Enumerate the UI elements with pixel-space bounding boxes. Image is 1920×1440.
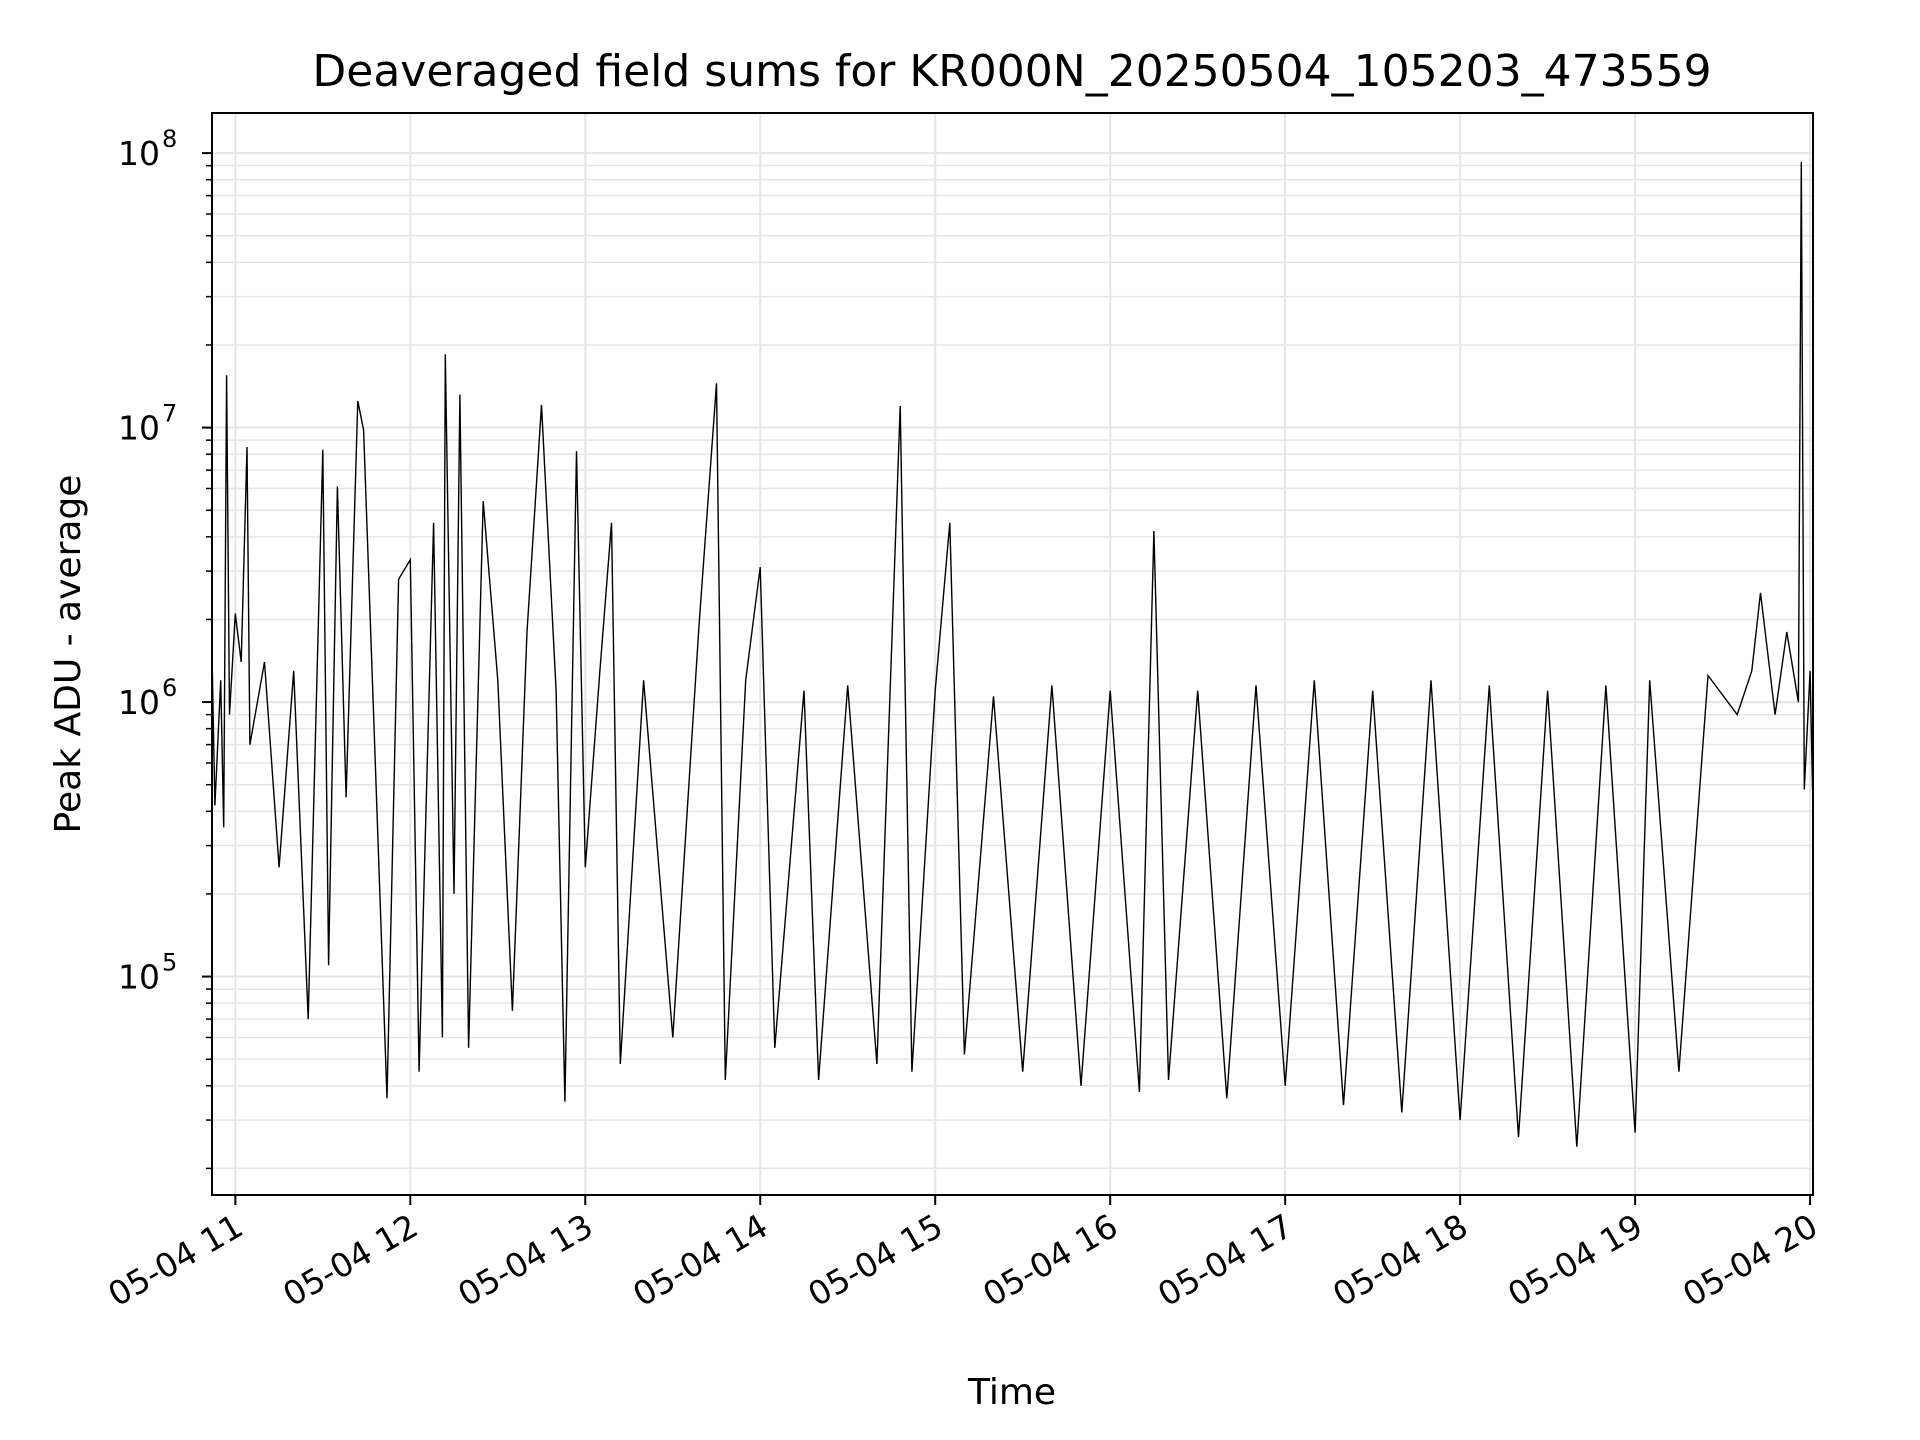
x-axis-label: Time xyxy=(967,1372,1056,1413)
y-tick-label: 10 xyxy=(118,683,160,722)
y-tick-exponent: 5 xyxy=(162,949,177,977)
major-grid xyxy=(212,113,1813,1195)
series-layer xyxy=(212,161,1813,1147)
y-tick-label: 10 xyxy=(118,409,160,448)
plot-area xyxy=(212,113,1813,1195)
y-tick-label: 10 xyxy=(118,958,160,997)
y-axis-label: Peak ADU - average xyxy=(48,475,89,834)
y-tick-exponent: 6 xyxy=(162,674,177,702)
y-tick-exponent: 7 xyxy=(162,400,177,428)
chart-title: Deaveraged field sums for KR000N_2025050… xyxy=(312,46,1711,97)
plot-frame xyxy=(211,112,1814,1196)
y-tick-label: 10 xyxy=(118,134,160,173)
series-line xyxy=(212,161,1813,1147)
minor-grid xyxy=(212,164,1813,1170)
y-tick-exponent: 8 xyxy=(162,125,177,153)
